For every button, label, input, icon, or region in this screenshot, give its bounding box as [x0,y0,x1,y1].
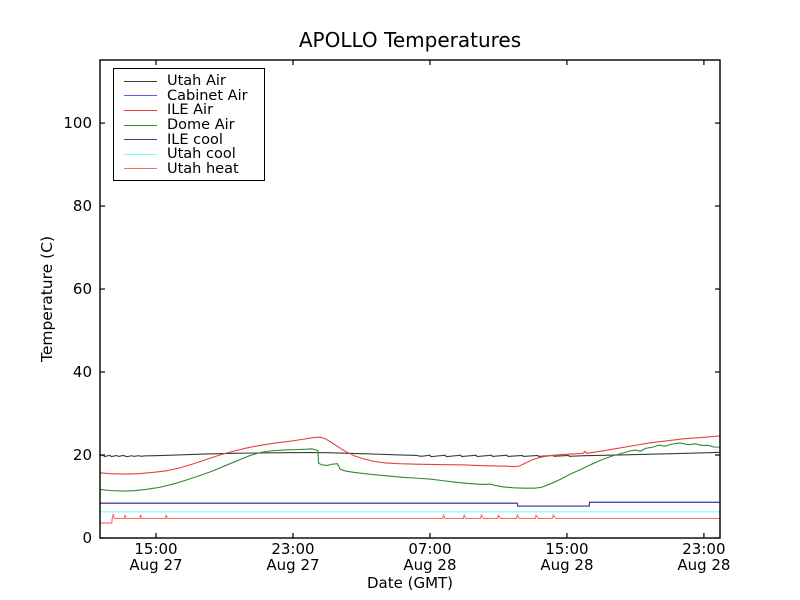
legend-label-utah-air: Utah Air [167,73,226,90]
legend-row-utah-air: Utah Air [114,73,264,90]
series-line-utah-air [100,451,720,458]
legend-label-utah-cool: Utah cool [167,146,236,163]
x-tick-label-3: 15:00 Aug 28 [540,540,594,574]
legend-row-dome-air: Dome Air [114,117,264,134]
y-tick-label-0: 0 [82,529,92,547]
x-tick-label-0: 15:00 Aug 27 [129,540,183,574]
x-tick-label-2: 07:00 Aug 28 [403,540,457,574]
legend-line-sample-dome-air [124,124,157,126]
series-line-ile-air [100,435,720,475]
chart-title: APOLLO Temperatures [298,28,522,52]
legend-line-sample-utah-air [124,80,157,82]
legend-label-ile-cool: ILE cool [167,131,223,148]
legend-line-sample-cabinet-air [124,95,157,97]
legend-row-utah-cool: Utah cool [114,146,264,163]
legend: Utah Air Cabinet Air ILE Air Dome Air ILE co… [113,68,265,182]
legend-label-ile-air: ILE Air [167,102,214,119]
legend-label-utah-heat: Utah heat [167,160,239,177]
x-tick-label-4: 23:00 Aug 28 [677,540,731,574]
series-line-utah-heat [100,512,720,524]
y-tick-label-60: 60 [72,280,92,299]
plot-border [99,59,721,539]
legend-line-sample-utah-heat [124,168,157,170]
legend-row-ile-air: ILE Air [114,102,264,119]
y-tick-label-100: 100 [63,114,92,133]
legend-row-cabinet-air: Cabinet Air [114,87,264,104]
y-tick-label-40: 40 [72,363,92,382]
legend-label-dome-air: Dome Air [167,117,235,134]
y-tick-label-20: 20 [72,446,92,464]
legend-line-sample-ile-cool [124,139,157,141]
legend-label-cabinet-air: Cabinet Air [167,87,248,104]
series-group [100,435,720,524]
x-axis-label: Date (GMT) [366,574,454,592]
legend-line-sample-utah-cool [124,153,157,155]
series-line-ile-cool [100,501,720,507]
legend-row-ile-cool: ILE cool [114,131,264,148]
legend-line-sample-ile-air [124,109,157,111]
legend-row-utah-heat: Utah heat [114,160,264,177]
series-line-dome-air [100,442,720,492]
y-tick-label-80: 80 [72,197,92,216]
x-tick-label-1: 23:00 Aug 27 [266,540,320,574]
